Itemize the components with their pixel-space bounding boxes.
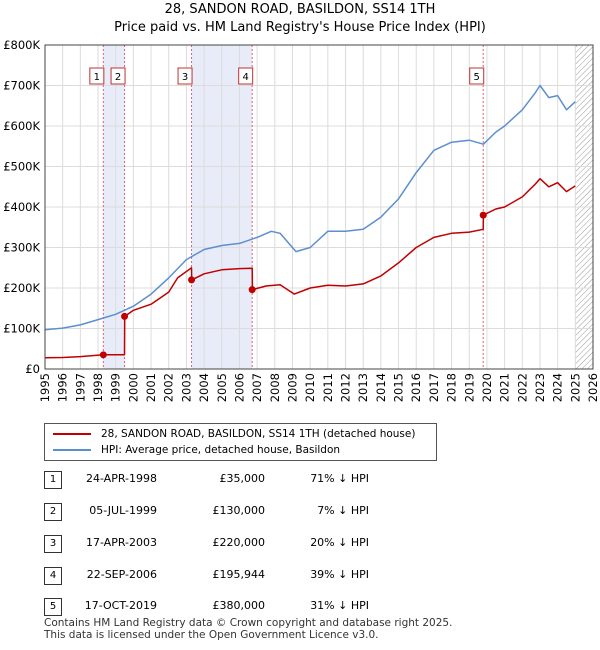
sale-hpi-diff: 31% ↓ HPI xyxy=(310,599,369,612)
sale-date: 22-SEP-2006 xyxy=(86,568,157,581)
sale-hpi-diff: 39% ↓ HPI xyxy=(310,568,369,581)
footer-line-2: This data is licensed under the Open Gov… xyxy=(44,629,379,641)
sale-label-2: 2 xyxy=(115,72,121,83)
sale-number: 5 xyxy=(44,598,62,616)
sale-date: 24-APR-1998 xyxy=(85,472,157,485)
x-tick-label: 2012 xyxy=(339,373,353,402)
y-tick-label: £600K xyxy=(3,119,40,133)
table-row: 1 24-APR-1998 £35,000 71% ↓ HPI xyxy=(0,469,600,491)
sale-hpi-diff: 7% ↓ HPI xyxy=(317,504,369,517)
x-tick-label: 2019 xyxy=(462,373,476,402)
legend: 28, SANDON ROAD, BASILDON, SS14 1TH (det… xyxy=(44,423,437,461)
x-tick-label: 2024 xyxy=(551,373,565,402)
x-tick-label: 1996 xyxy=(56,373,70,402)
y-tick-label: £100K xyxy=(3,322,40,336)
x-tick-label: 1999 xyxy=(109,373,123,402)
x-tick-label: 2017 xyxy=(427,373,441,402)
sale-label-box-2 xyxy=(110,67,126,85)
x-tick-label: 2010 xyxy=(303,373,317,402)
x-tick-label: 2023 xyxy=(533,373,547,402)
x-tick-label: 2007 xyxy=(250,373,264,402)
chart-title: 28, SANDON ROAD, BASILDON, SS14 1TH xyxy=(164,2,436,17)
footer-notice: Contains HM Land Registry data © Crown c… xyxy=(44,617,452,641)
x-tick-label: 2021 xyxy=(498,373,512,402)
sale-number: 2 xyxy=(44,503,62,521)
table-row: 2 05-JUL-1999 £130,000 7% ↓ HPI xyxy=(0,501,600,523)
x-tick-label: 2008 xyxy=(268,373,282,402)
x-tick-label: 2014 xyxy=(374,373,388,402)
sale-label-box-4 xyxy=(238,67,254,85)
sale-label-box-1 xyxy=(89,67,105,85)
sale-point-1 xyxy=(99,351,107,359)
y-tick-label: £200K xyxy=(3,281,40,295)
sale-label-box-3 xyxy=(177,67,193,85)
sale-price: £195,944 xyxy=(212,568,266,581)
table-row: 4 22-SEP-2006 £195,944 39% ↓ HPI xyxy=(0,565,600,587)
sale-point-4 xyxy=(248,286,256,294)
sale-date: 17-APR-2003 xyxy=(85,536,157,549)
sale-label-5: 5 xyxy=(474,72,480,83)
hpi-line xyxy=(45,84,576,331)
x-tick-label: 2018 xyxy=(445,373,459,402)
x-tick-label: 1997 xyxy=(73,373,87,402)
x-tick-label: 2000 xyxy=(126,373,140,402)
property-price-line xyxy=(45,177,576,359)
x-tick-label: 2003 xyxy=(179,373,193,402)
x-tick-label: 1998 xyxy=(91,373,105,402)
y-tick-label: £700K xyxy=(3,79,40,93)
sale-date: 17-OCT-2019 xyxy=(84,599,157,612)
y-tick-label: £0 xyxy=(25,362,40,376)
x-tick-label: 2009 xyxy=(285,373,299,402)
sale-date: 05-JUL-1999 xyxy=(89,504,157,517)
sale-label-3: 3 xyxy=(182,72,188,83)
legend-swatch-property xyxy=(53,433,91,435)
x-tick-label: 2022 xyxy=(515,373,529,402)
y-tick-label: £300K xyxy=(3,241,40,255)
sale-price: £380,000 xyxy=(212,599,266,612)
chart-subtitle: Price paid vs. HM Land Registry's House … xyxy=(114,20,486,35)
x-tick-label: 1995 xyxy=(38,373,52,402)
sale-label-box-5 xyxy=(469,67,485,85)
x-tick-label: 2016 xyxy=(409,373,423,402)
sale-number: 4 xyxy=(44,567,62,585)
y-tick-label: £800K xyxy=(3,38,40,52)
sale-price: £35,000 xyxy=(219,472,266,485)
sale-point-2 xyxy=(121,312,129,320)
x-tick-label: 2013 xyxy=(356,373,370,402)
legend-label-property: 28, SANDON ROAD, BASILDON, SS14 1TH (det… xyxy=(101,428,416,440)
plot-frame xyxy=(44,44,594,370)
x-tick-label: 2004 xyxy=(197,373,211,402)
x-tick-label: 2002 xyxy=(162,373,176,402)
x-tick-label: 2011 xyxy=(321,373,335,402)
table-row: 3 17-APR-2003 £220,000 20% ↓ HPI xyxy=(0,533,600,555)
sale-label-4: 4 xyxy=(242,72,248,83)
sale-hpi-diff: 20% ↓ HPI xyxy=(310,536,369,549)
sale-point-3 xyxy=(188,276,196,284)
x-tick-label: 2005 xyxy=(215,373,229,402)
x-tick-label: 2025 xyxy=(568,373,582,402)
sale-number: 1 xyxy=(44,471,62,489)
x-tick-label: 2006 xyxy=(232,373,246,402)
x-tick-label: 2020 xyxy=(480,373,494,402)
sale-price: £130,000 xyxy=(212,504,266,517)
y-tick-label: £400K xyxy=(3,200,40,214)
sale-point-5 xyxy=(479,211,487,219)
footer-line-1: Contains HM Land Registry data © Crown c… xyxy=(44,617,453,629)
legend-item-hpi: HPI: Average price, detached house, Basi… xyxy=(53,442,340,458)
table-row: 5 17-OCT-2019 £380,000 31% ↓ HPI xyxy=(0,596,600,618)
sale-label-1: 1 xyxy=(94,72,100,83)
legend-label-hpi: HPI: Average price, detached house, Basi… xyxy=(101,444,341,456)
y-tick-label: £500K xyxy=(3,160,40,174)
legend-item-property: 28, SANDON ROAD, BASILDON, SS14 1TH (det… xyxy=(53,426,415,442)
legend-swatch-hpi xyxy=(53,449,91,451)
x-tick-label: 2015 xyxy=(392,373,406,402)
x-tick-label: 2026 xyxy=(586,373,600,402)
x-tick-label: 2001 xyxy=(144,373,158,402)
price-chart: 1 2 3 4 5 £0 £100K £200K £300K £400K £500K £600K £7… xyxy=(3,38,600,402)
sale-price: £220,000 xyxy=(212,536,266,549)
sale-hpi-diff: 71% ↓ HPI xyxy=(310,472,369,485)
sale-number: 3 xyxy=(44,535,62,553)
